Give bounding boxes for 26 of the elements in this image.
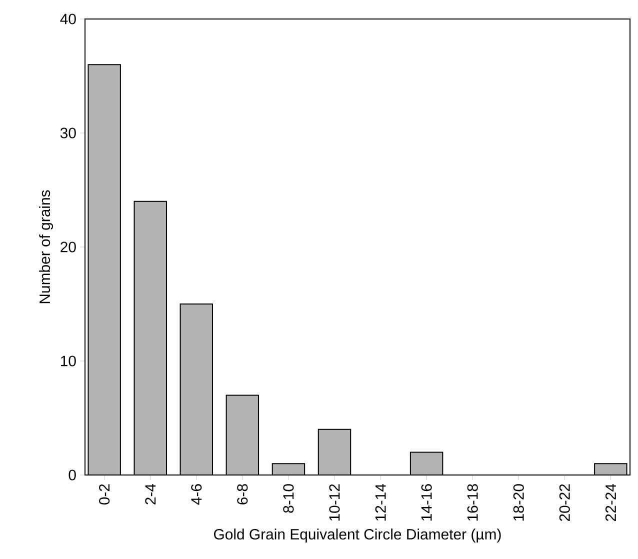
x-tick-label: 0-2 bbox=[99, 484, 110, 505]
y-axis-title: Number of grains bbox=[39, 190, 54, 304]
y-tick-label: 20 bbox=[60, 242, 76, 252]
bar bbox=[410, 452, 443, 475]
y-tick-label: 10 bbox=[61, 356, 76, 366]
x-tick-label: 16-18 bbox=[467, 484, 478, 521]
x-axis-title: Gold Grain Equivalent Circle Diameter (µm) bbox=[214, 528, 501, 543]
x-tick-label: 14-16 bbox=[421, 484, 432, 521]
bar bbox=[134, 201, 166, 475]
bar bbox=[318, 429, 351, 475]
x-tick-label: 20-22 bbox=[559, 484, 570, 521]
x-tick-label: 2-4 bbox=[145, 484, 156, 504]
bar bbox=[88, 64, 120, 475]
x-tick-label: 8-10 bbox=[283, 484, 294, 513]
x-tick-label: 12-14 bbox=[375, 484, 386, 521]
x-tick-label: 10-12 bbox=[329, 484, 340, 521]
x-tick-label: 22-24 bbox=[605, 484, 616, 521]
bar bbox=[226, 395, 259, 475]
y-tick-label: 40 bbox=[60, 14, 76, 24]
bar bbox=[180, 304, 213, 475]
x-tick-label: 6-8 bbox=[237, 484, 248, 504]
x-tick-label: 18-20 bbox=[513, 484, 524, 521]
x-tick-label: 4-6 bbox=[191, 484, 202, 505]
y-tick-label: 0 bbox=[68, 470, 76, 480]
y-tick-label: 30 bbox=[60, 128, 76, 138]
bar bbox=[594, 463, 628, 475]
